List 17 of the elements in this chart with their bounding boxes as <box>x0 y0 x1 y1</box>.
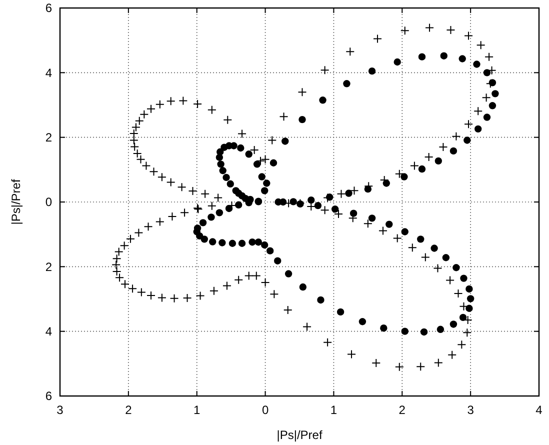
y-tick-label: 6 <box>45 1 52 16</box>
x-tick-label: 4 <box>536 403 543 417</box>
x-axis-title: |Ps|/Pref <box>276 428 323 442</box>
x-tick-label: 1 <box>194 403 201 417</box>
y-tick-label: 2 <box>45 260 52 274</box>
y-tick-label: 0 <box>45 195 52 210</box>
x-tick-label: 2 <box>398 403 406 417</box>
y-axis-title: |Ps|/Pref <box>9 178 23 225</box>
x-tick-label: 3 <box>467 403 474 417</box>
y-tick-label: 2 <box>45 130 52 145</box>
y-tick-label: 6 <box>45 389 52 404</box>
x-tick-label: 2 <box>125 403 132 417</box>
y-tick-label: 4 <box>45 66 52 80</box>
x-tick-label: 3 <box>56 403 64 417</box>
y-tick-label: 4 <box>45 324 52 339</box>
x-tick-label: 1 <box>330 403 338 417</box>
x-tick-label: 0 <box>262 403 269 417</box>
